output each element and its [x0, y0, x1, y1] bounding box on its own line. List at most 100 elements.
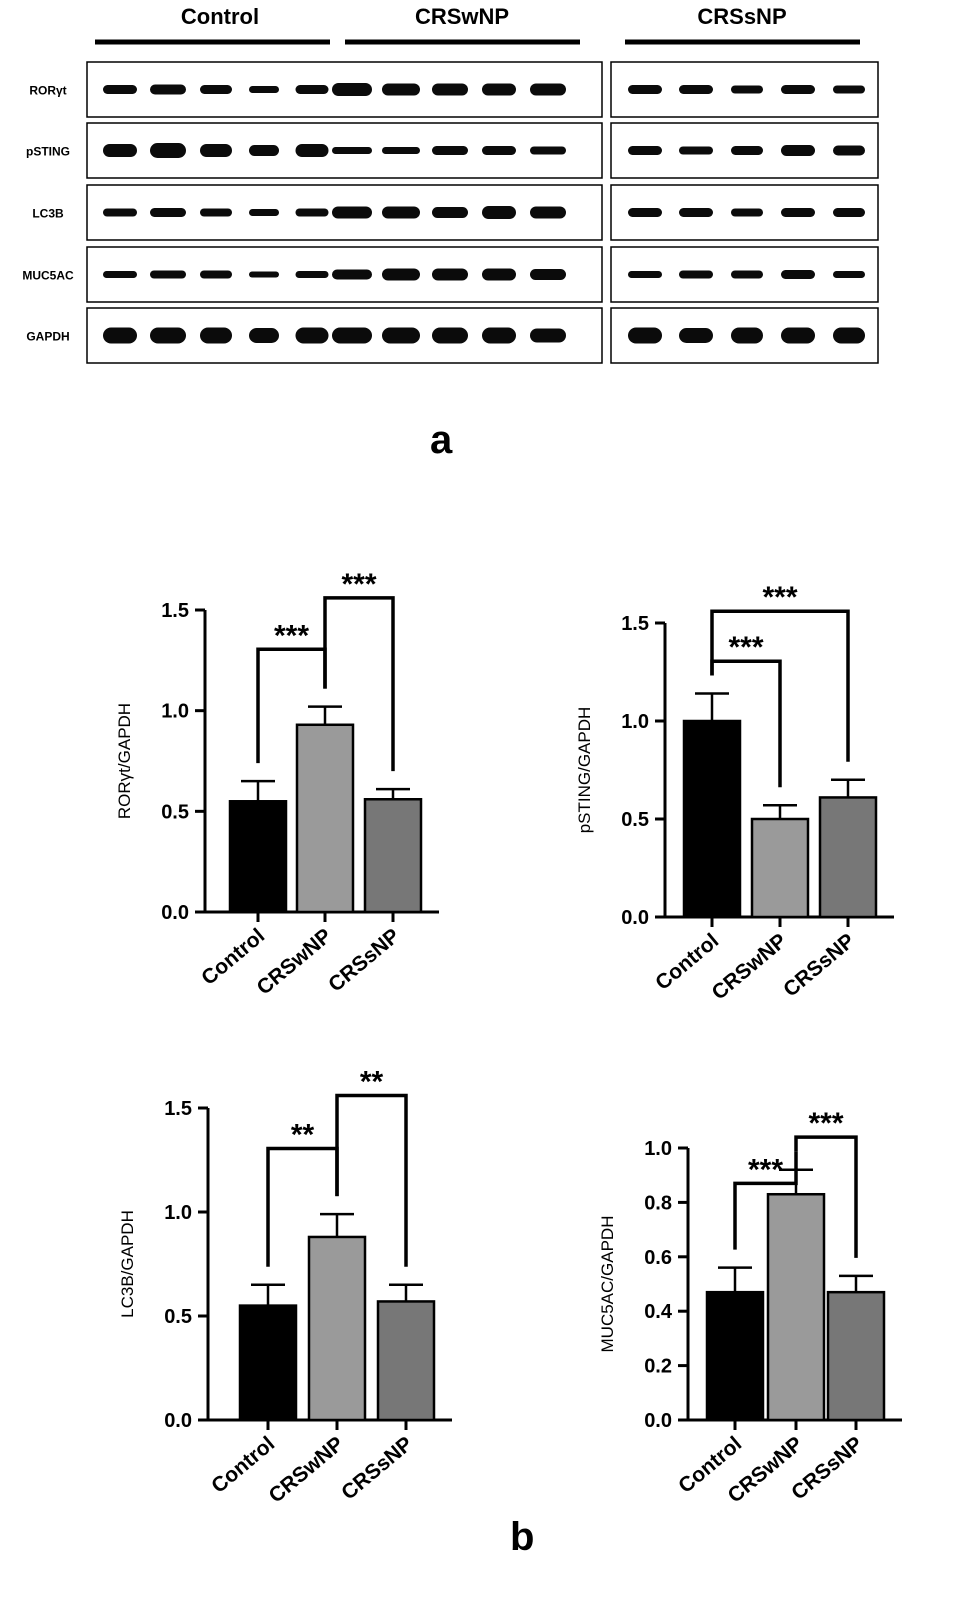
blot-band — [103, 144, 137, 157]
blot-band — [628, 146, 662, 155]
significance-bracket — [335, 1093, 408, 1267]
y-tick-label: 1.0 — [644, 1138, 672, 1160]
blot-band — [249, 86, 279, 93]
bar — [363, 798, 423, 914]
blot-protein-label: GAPDH — [26, 330, 69, 344]
blot-protein-label: LC3B — [32, 207, 64, 221]
y-tick-label: 0.8 — [644, 1192, 672, 1214]
blot-band — [731, 270, 763, 279]
blot-band — [679, 270, 713, 279]
bar — [682, 719, 742, 919]
bar — [238, 1304, 298, 1422]
blot-band — [628, 271, 662, 278]
blot-band — [482, 327, 516, 344]
significance-bracket — [710, 609, 850, 762]
panel-label-b: b — [510, 1515, 535, 1559]
blot-band — [482, 83, 516, 96]
blot-band — [249, 328, 279, 343]
bar — [228, 800, 288, 914]
blot-band — [295, 85, 329, 94]
significance-label: *** — [728, 631, 763, 664]
blot-band — [200, 270, 232, 279]
blot-band — [103, 85, 137, 94]
bar — [818, 796, 878, 919]
blot-band — [249, 271, 279, 278]
western-blot-panel: Control CRSwNP CRSsNP RORγt pSTING LC3B MUC5AC… — [22, 4, 879, 364]
y-tick-label: 0.5 — [161, 801, 189, 823]
blot-band — [628, 85, 662, 94]
blot-band — [679, 328, 713, 343]
y-tick-label: 0.0 — [644, 1410, 672, 1432]
blot-band — [628, 208, 662, 217]
x-tick-label: CRSsNP — [337, 1432, 417, 1504]
significance-label: *** — [274, 619, 309, 652]
blot-band — [150, 327, 186, 344]
y-tick-label: 0.6 — [644, 1247, 672, 1269]
blot-band — [382, 268, 420, 281]
bar — [295, 723, 355, 914]
significance-bracket — [733, 1151, 798, 1250]
blot-band — [432, 268, 468, 281]
blot-band — [781, 145, 815, 156]
bar-chart-lc3b: 0.00.51.01.5LC3B/GAPDHControlCRSwNPCRSsN… — [118, 1066, 452, 1508]
blot-band — [332, 206, 372, 219]
blot-band — [332, 83, 372, 96]
blot-band — [103, 271, 137, 278]
blot-band — [332, 327, 372, 344]
blot-band — [781, 327, 815, 344]
blot-band — [530, 328, 566, 343]
y-axis-label: RORγt/GAPDH — [115, 703, 134, 819]
blot-band — [628, 327, 662, 344]
blot-band — [432, 207, 468, 218]
blot-band — [731, 146, 763, 155]
significance-bracket — [323, 596, 395, 772]
blot-band — [833, 208, 865, 217]
bar-chart-psting: 0.00.51.01.5pSTING/GAPDHControlCRSwNPCRS… — [575, 581, 894, 1005]
blot-band — [382, 83, 420, 96]
bar — [766, 1192, 826, 1422]
y-tick-label: 0.0 — [621, 907, 649, 929]
x-tick-label: CRSwNP — [253, 924, 337, 999]
x-tick-label: CRSsNP — [324, 924, 404, 996]
blot-band — [731, 85, 763, 94]
significance-label: ** — [291, 1119, 315, 1152]
bar — [705, 1290, 765, 1422]
blot-band — [679, 208, 713, 217]
blot-band — [432, 83, 468, 96]
blot-band — [530, 269, 566, 280]
blot-band — [731, 208, 763, 217]
blot-band — [833, 85, 865, 94]
significance-bracket — [794, 1135, 858, 1258]
bar-chart-muc5ac: 0.00.20.40.60.81.0MUC5AC/GAPDHControlCRS… — [598, 1107, 902, 1508]
y-tick-label: 0.4 — [644, 1301, 673, 1323]
blot-group-label: CRSsNP — [697, 4, 786, 29]
blot-band — [150, 84, 186, 95]
x-tick-label: CRSwNP — [265, 1432, 349, 1507]
blot-band — [679, 85, 713, 94]
y-tick-label: 1.5 — [161, 600, 189, 622]
blot-band — [103, 327, 137, 344]
blot-protein-label: pSTING — [26, 145, 70, 159]
blot-band — [432, 146, 468, 155]
blot-band — [382, 327, 420, 344]
blot-band — [482, 206, 516, 219]
y-tick-label: 0.2 — [644, 1356, 672, 1378]
x-tick-label: CRSwNP — [708, 929, 792, 1004]
blot-band — [249, 209, 279, 216]
bar — [750, 817, 810, 919]
significance-label: *** — [762, 581, 797, 614]
significance-label: *** — [341, 568, 376, 601]
blot-protein-label: RORγt — [29, 84, 66, 98]
blot-band — [200, 327, 232, 344]
x-tick-label: CRSsNP — [779, 929, 859, 1001]
blot-band — [530, 146, 566, 155]
y-tick-label: 1.0 — [621, 711, 649, 733]
blot-band — [200, 208, 232, 217]
blot-band — [150, 208, 186, 217]
y-tick-label: 1.5 — [164, 1098, 192, 1120]
blot-band — [833, 327, 865, 344]
blot-band — [295, 144, 329, 157]
blot-band — [103, 208, 137, 217]
blot-band — [530, 206, 566, 219]
y-tick-label: 0.5 — [621, 809, 649, 831]
